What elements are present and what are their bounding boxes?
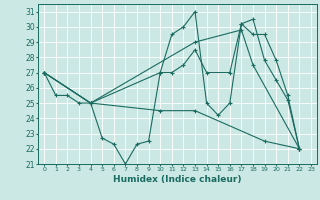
X-axis label: Humidex (Indice chaleur): Humidex (Indice chaleur) xyxy=(113,175,242,184)
